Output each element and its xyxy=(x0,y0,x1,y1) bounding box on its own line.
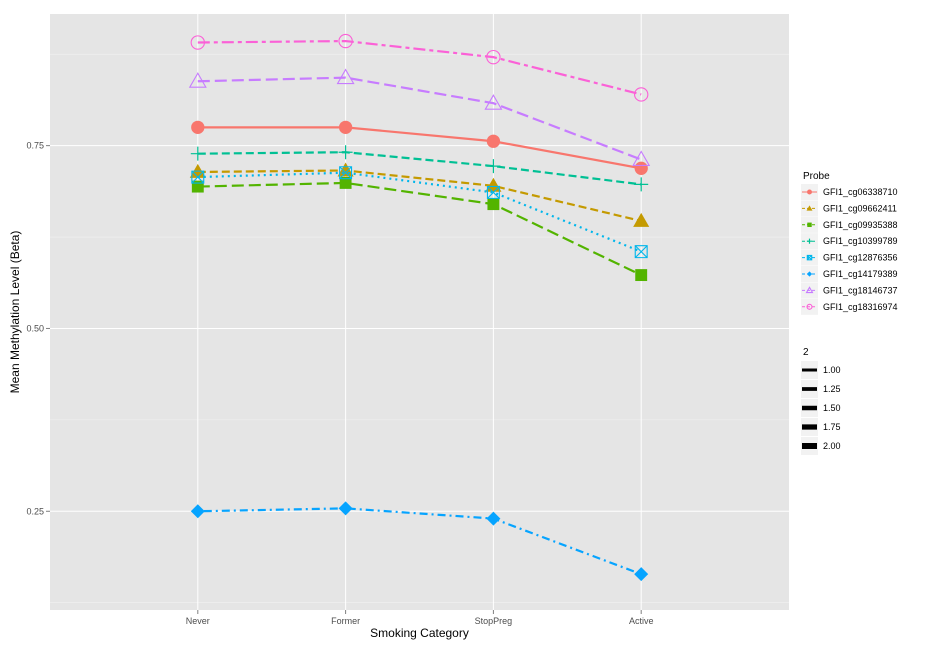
y-axis-title: Mean Methylation Level (Beta) xyxy=(8,231,22,394)
legend-item: GFI1_cg09662411 xyxy=(801,200,897,217)
series-line xyxy=(197,169,642,223)
data-point xyxy=(487,198,500,211)
legend-label: GFI1_cg06338710 xyxy=(823,187,898,197)
legend-key-marker xyxy=(806,303,813,310)
x-tick-label: Active xyxy=(629,616,654,626)
legend-item: GFI1_cg12876356 xyxy=(801,249,898,266)
data-point xyxy=(486,159,501,174)
data-point xyxy=(486,511,501,526)
data-point xyxy=(634,567,649,582)
series-line xyxy=(197,126,642,170)
legend-label: GFI1_cg12876356 xyxy=(823,253,898,263)
data-point xyxy=(191,180,204,193)
data-point xyxy=(635,269,648,282)
data-point xyxy=(336,68,355,85)
legend-key-marker xyxy=(806,238,813,244)
size-legend-item: 1.50 xyxy=(801,399,841,417)
legend-probe-title: Probe xyxy=(803,171,830,182)
legend-size: 2 1.00 1.25 1.50 1.75 2.00 xyxy=(801,347,841,455)
y-tick-label: 0.25 xyxy=(26,506,44,516)
series-layer xyxy=(188,33,651,582)
legend-size-label: 1.75 xyxy=(823,422,841,432)
legend-size-label: 1.50 xyxy=(823,403,841,413)
x-axis: Never Former StopPreg Active xyxy=(186,610,654,626)
series-line xyxy=(197,181,642,277)
series-line xyxy=(197,76,642,161)
series-GFI1_cg10399789 xyxy=(190,145,649,192)
data-point xyxy=(486,134,501,148)
series-GFI1_cg14179389 xyxy=(190,501,649,582)
data-point xyxy=(486,49,501,65)
legend-item: GFI1_cg14179389 xyxy=(801,266,898,282)
legend-size-label: 2.00 xyxy=(823,441,841,451)
size-legend-item: 1.00 xyxy=(801,361,841,379)
data-point xyxy=(191,170,205,184)
data-point xyxy=(191,120,205,134)
legend-label: GFI1_cg14179389 xyxy=(823,269,898,279)
series-GFI1_cg12876356 xyxy=(191,166,648,259)
data-point xyxy=(632,150,651,167)
data-point xyxy=(190,146,205,161)
data-point xyxy=(338,145,353,160)
legend-key-marker xyxy=(806,254,813,261)
data-point xyxy=(634,177,649,192)
y-tick-label: 0.50 xyxy=(26,323,44,333)
data-point xyxy=(190,35,206,50)
grid-major xyxy=(50,14,789,610)
legend-probe: Probe GFI1_cg06338710 GFI1_cg09662411 GFI1… xyxy=(801,171,898,315)
legend-key-marker xyxy=(806,205,813,211)
y-tick-label: 0.75 xyxy=(26,141,44,151)
data-point xyxy=(190,504,205,519)
x-tick-label: StopPreg xyxy=(475,616,513,626)
data-point xyxy=(634,161,648,175)
legend-label: GFI1_cg10399789 xyxy=(823,236,898,246)
x-axis-title: Smoking Category xyxy=(370,626,469,640)
data-point xyxy=(338,120,353,134)
size-legend-item: 1.75 xyxy=(801,418,841,436)
data-point xyxy=(486,185,500,199)
legend-item: GFI1_cg06338710 xyxy=(801,184,898,200)
legend-label: GFI1_cg09662411 xyxy=(823,203,897,213)
data-point xyxy=(339,176,352,189)
series-line xyxy=(197,171,642,253)
grid-minor xyxy=(50,53,789,603)
data-point xyxy=(633,212,650,227)
legend-item: GFI1_cg10399789 xyxy=(801,233,898,250)
legend-size-title: 2 xyxy=(803,347,809,358)
data-point xyxy=(338,501,353,516)
series-line xyxy=(197,507,642,576)
legend-label: GFI1_cg09935388 xyxy=(823,220,898,230)
legend-label: GFI1_cg18146737 xyxy=(823,285,898,295)
legend-label: GFI1_cg18316974 xyxy=(823,302,898,312)
x-tick-label: Never xyxy=(186,616,210,626)
data-point xyxy=(339,166,353,180)
legend-key-marker xyxy=(807,222,812,228)
series-line xyxy=(197,151,642,186)
series-GFI1_cg18316974 xyxy=(190,33,649,102)
y-axis: 0.25 0.50 0.75 xyxy=(26,141,50,516)
legend-key-marker xyxy=(807,189,812,195)
legend-size-label: 1.00 xyxy=(823,365,841,375)
data-point xyxy=(633,87,649,102)
series-GFI1_cg09935388 xyxy=(191,176,648,282)
data-point xyxy=(338,33,353,49)
legend-key-marker xyxy=(806,271,813,277)
legend-item: GFI1_cg18316974 xyxy=(801,298,898,315)
data-point xyxy=(634,245,648,259)
legend-size-label: 1.25 xyxy=(823,384,841,394)
series-line xyxy=(197,39,642,96)
series-GFI1_cg18146737 xyxy=(188,68,651,167)
plot-panel xyxy=(50,14,789,610)
x-tick-label: Former xyxy=(331,616,360,626)
size-legend-item: 1.25 xyxy=(801,380,841,398)
legend-item: GFI1_cg09935388 xyxy=(801,216,898,233)
legend-item: GFI1_cg18146737 xyxy=(801,282,898,299)
legend-key-marker xyxy=(805,286,814,294)
data-point xyxy=(484,94,503,110)
data-point xyxy=(188,72,207,88)
size-legend-item: 2.00 xyxy=(801,437,841,455)
